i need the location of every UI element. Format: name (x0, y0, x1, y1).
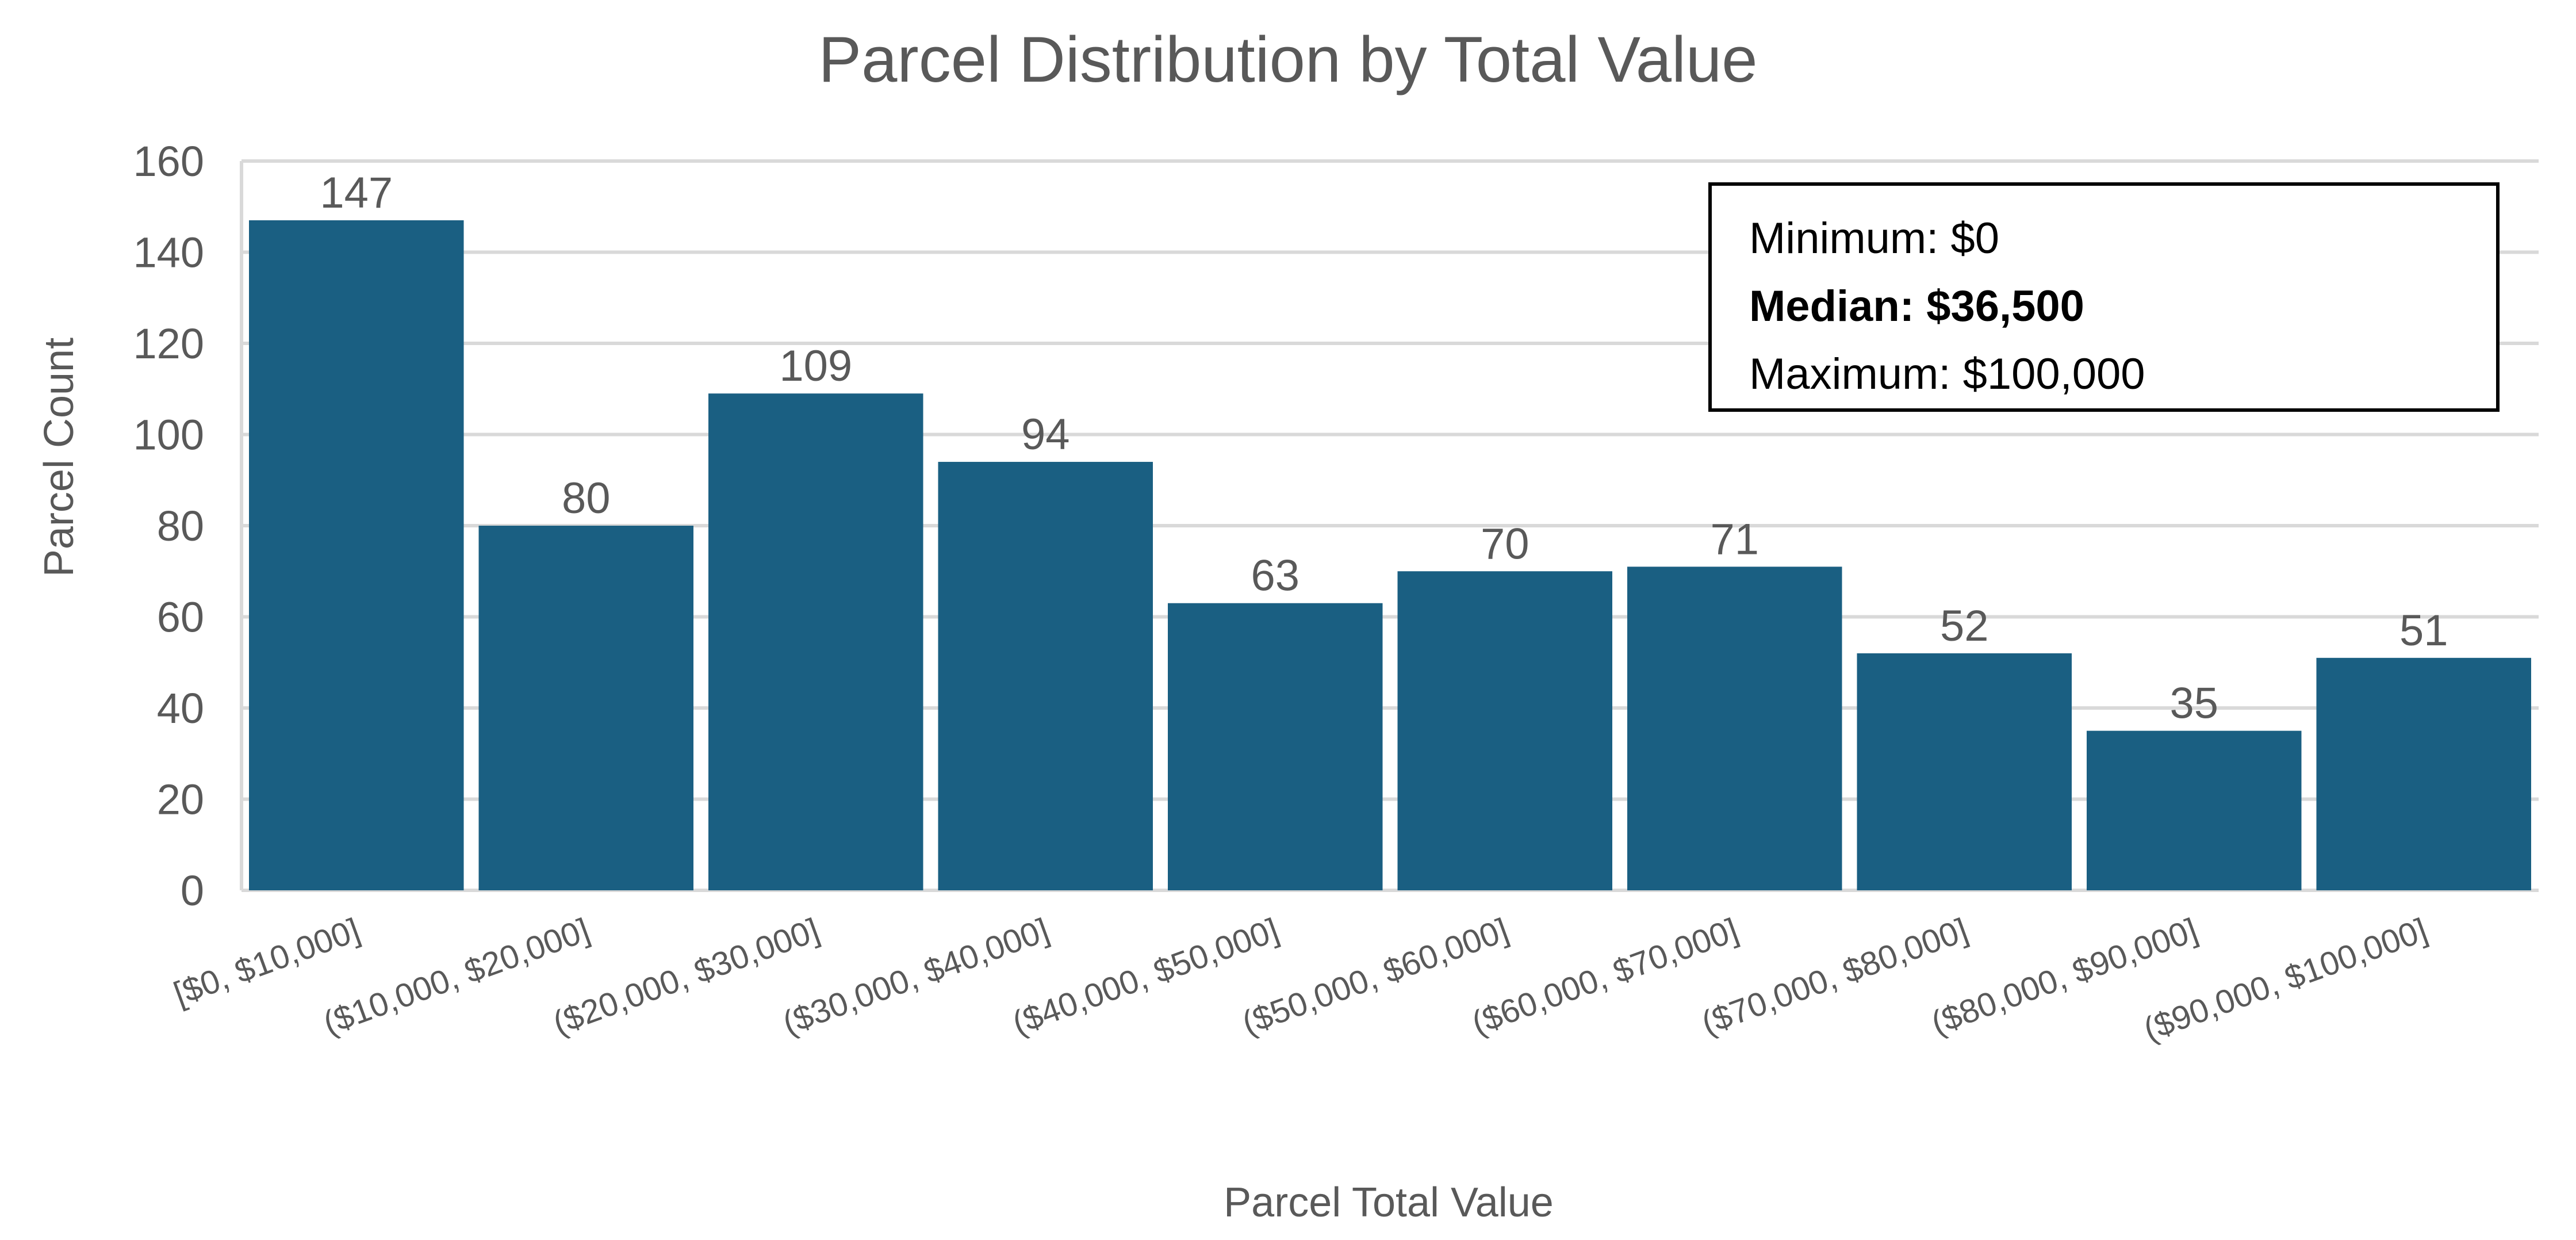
bar-value-label: 71 (1710, 515, 1759, 564)
y-tick-label: 100 (133, 411, 204, 459)
y-tick-label: 140 (133, 229, 204, 277)
x-axis-title: Parcel Total Value (1224, 1180, 1554, 1226)
x-tick-label: ($10,000, $20,000] (319, 911, 595, 1042)
bar-value-label: 80 (562, 474, 611, 523)
y-tick-label: 80 (157, 502, 204, 550)
stats-minimum: Minimum: $0 (1749, 214, 1999, 263)
y-tick-label: 120 (133, 320, 204, 368)
bar (2087, 730, 2302, 890)
bar (1857, 653, 2072, 890)
bar-value-label: 51 (2399, 606, 2448, 655)
bar (938, 462, 1153, 890)
y-tick-label: 20 (157, 776, 204, 824)
y-axis-title: Parcel Count (36, 338, 82, 577)
x-tick-label: ($70,000, $80,000] (1697, 911, 1973, 1042)
x-tick-label: ($60,000, $70,000] (1467, 911, 1743, 1042)
data-labels: 147 80 109 94 63 70 71 52 35 51 (320, 169, 2448, 728)
stats-annotation-box: Minimum: $0 Median: $36,500 Maximum: $10… (1708, 182, 2500, 412)
x-tick-label: ($50,000, $60,000] (1237, 911, 1513, 1042)
y-axis-ticks: 0 20 40 60 80 100 120 140 160 (133, 137, 204, 914)
bar-value-label: 52 (1940, 602, 1989, 650)
bar-value-label: 35 (2169, 679, 2218, 728)
bar-value-label: 109 (779, 342, 852, 391)
x-tick-label: ($20,000, $30,000] (548, 911, 824, 1042)
y-tick-label: 160 (133, 137, 204, 185)
y-tick-label: 40 (157, 684, 204, 732)
stats-maximum: Maximum: $100,000 (1749, 350, 2145, 399)
x-tick-label: ($40,000, $50,000] (1007, 911, 1283, 1042)
y-tick-label: 0 (181, 867, 204, 914)
bar (708, 393, 923, 890)
bar-value-label: 70 (1481, 519, 1529, 568)
bar (1627, 567, 1842, 890)
x-tick-label: [$0, $10,000] (169, 911, 365, 1013)
bar-value-label: 63 (1251, 552, 1300, 600)
stats-annotation-frame (1708, 182, 2500, 412)
bar (249, 220, 464, 890)
bar (2316, 657, 2531, 890)
bar-value-label: 147 (320, 169, 393, 217)
stats-median: Median: $36,500 (1749, 282, 2084, 331)
bar (1397, 571, 1612, 890)
bar-value-label: 94 (1021, 410, 1070, 459)
bar (1168, 603, 1383, 890)
chart-title: Parcel Distribution by Total Value (818, 24, 1757, 95)
x-axis-ticks: [$0, $10,000]($10,000, $20,000]($20,000,… (169, 911, 2432, 1048)
bars (249, 220, 2531, 890)
x-tick-label: ($30,000, $40,000] (778, 911, 1054, 1042)
y-tick-label: 60 (157, 594, 204, 641)
bar (478, 526, 693, 890)
